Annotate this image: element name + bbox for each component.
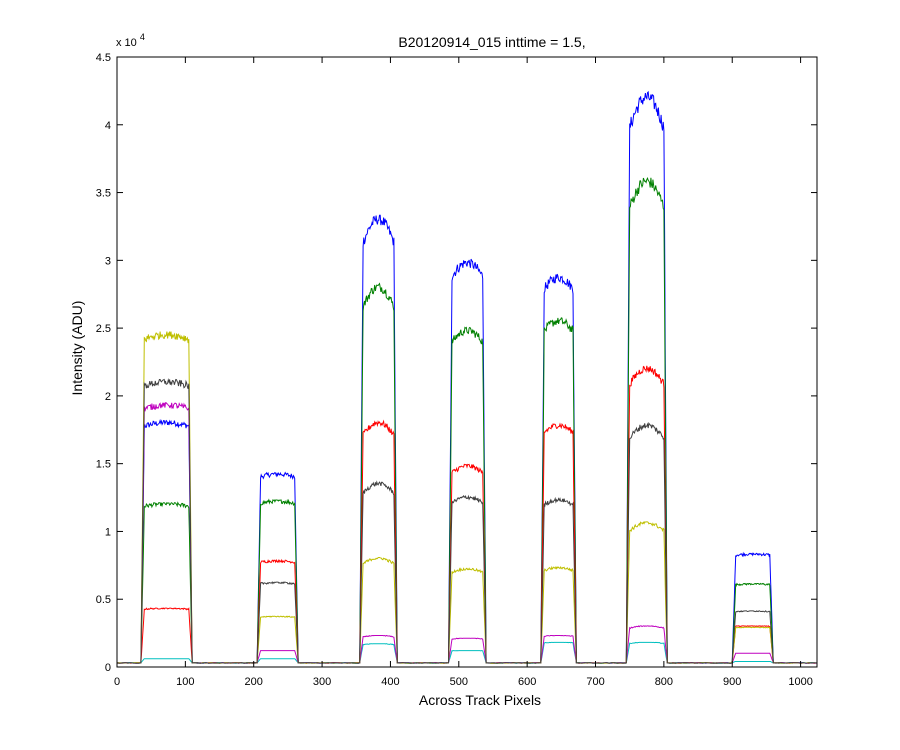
x-tick-label: 400 <box>381 676 399 688</box>
y-tick-label: 1 <box>105 526 111 538</box>
y-tick-label: 2 <box>105 391 111 403</box>
y-tick-label: 4 <box>105 120 111 132</box>
x-tick-label: 900 <box>723 676 741 688</box>
x-tick-label: 100 <box>176 676 194 688</box>
x-tick-label: 500 <box>450 676 468 688</box>
series-line-6 <box>116 377 818 664</box>
y-tick-label: 3.5 <box>96 188 111 200</box>
y-exponent-power: 4 <box>140 32 145 42</box>
chart-title: B20120914_015 inttime = 1.5, <box>398 34 585 50</box>
x-tick-label: 800 <box>655 676 673 688</box>
x-tick-label: 0 <box>114 676 120 688</box>
y-tick-label: 4.5 <box>96 52 111 64</box>
y-tick-label: 2.5 <box>96 323 111 335</box>
x-axis-label: Across Track Pixels <box>419 692 541 708</box>
plot-area: 0 100 200 300 400 500 600 700 800 900 1000 0 0.5 1 1.5… <box>96 52 818 688</box>
x-tick-label: 600 <box>518 676 536 688</box>
axes-box <box>116 56 818 668</box>
x-tick-label: 1000 <box>788 676 812 688</box>
y-tick-label: 0.5 <box>96 594 111 606</box>
x-tick-label: 200 <box>245 676 263 688</box>
x-tick-label: 300 <box>313 676 331 688</box>
y-axis-label: Intensity (ADU) <box>69 301 85 396</box>
y-tick-label: 3 <box>105 255 111 267</box>
y-exponent-base: x 10 <box>116 37 137 49</box>
y-exponent-label: x 10 4 <box>116 32 145 49</box>
x-tick-label: 700 <box>586 676 604 688</box>
y-tick-label: 1.5 <box>96 459 111 471</box>
y-tick-label: 0 <box>105 662 111 674</box>
